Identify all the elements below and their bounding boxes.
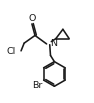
Text: O: O [28, 14, 36, 23]
Text: N: N [50, 39, 58, 48]
Text: Br: Br [33, 81, 43, 90]
Text: Cl: Cl [6, 47, 16, 56]
